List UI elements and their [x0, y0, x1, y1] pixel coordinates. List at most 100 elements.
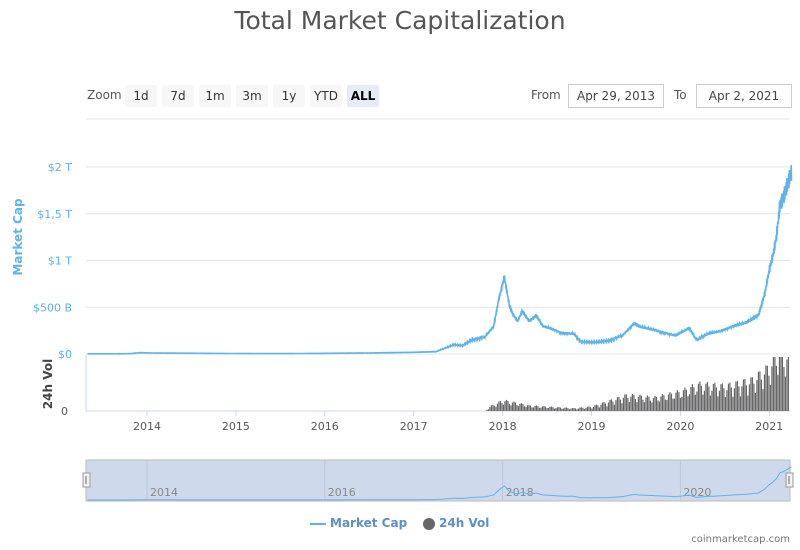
zoom-3m-button[interactable]: 3m [236, 85, 268, 107]
volume-bar [703, 390, 706, 411]
volume-bar [726, 390, 728, 411]
volume-bar [561, 408, 563, 411]
volume-bar [705, 383, 707, 411]
volume-bar [672, 398, 674, 411]
y-tick-label: $2 T [48, 161, 72, 174]
volume-axis-title: 24h Vol [41, 359, 55, 409]
zoom-7d-button[interactable]: 7d [162, 85, 194, 107]
volume-bar [739, 396, 742, 411]
volume-bar [550, 406, 553, 411]
x-tick-label: 2020 [666, 420, 694, 433]
volume-bar [631, 393, 634, 411]
volume-bar [556, 407, 559, 411]
volume-bar [708, 386, 710, 411]
navigator-series [87, 466, 792, 501]
volume-bar [607, 402, 610, 411]
volume-bar [754, 392, 757, 411]
volume-bar [585, 407, 587, 411]
volume-bar [780, 357, 782, 411]
volume-bar [534, 406, 536, 411]
zoom-1d-button[interactable]: 1d [125, 85, 157, 107]
volume-bar [685, 389, 688, 411]
volume-bar [565, 407, 568, 411]
volume-bar [772, 357, 775, 411]
volume-bar [690, 386, 692, 411]
volume-bar [504, 401, 506, 411]
volume-bar [583, 408, 586, 411]
volume-bar [657, 400, 659, 411]
volume-bar [592, 406, 595, 411]
x-tick-label: 2021 [755, 420, 783, 433]
volume-bar [603, 402, 605, 411]
volume-bar [730, 387, 733, 411]
volume-bar [787, 357, 790, 411]
volume-bar [676, 390, 679, 411]
volume-bar [523, 406, 526, 411]
volume-bar [586, 406, 589, 411]
volume-bar [495, 406, 497, 411]
volume-bar [699, 381, 701, 411]
volume-bar [555, 408, 557, 411]
volume-bar [691, 384, 694, 411]
zoom-1y-button[interactable]: 1y [273, 85, 305, 107]
volume-bar [759, 371, 761, 411]
volume-bar [718, 390, 721, 411]
volume-bar [723, 388, 725, 411]
volume-bar [652, 398, 655, 411]
volume-bar [630, 396, 632, 411]
volume-bar [505, 399, 508, 411]
volume-bar [589, 407, 592, 411]
volume-bar [774, 357, 776, 411]
zoom-1m-button[interactable]: 1m [199, 85, 231, 107]
volume-bar [612, 401, 614, 411]
volume-bar [634, 398, 637, 411]
y-tick-label: $500 B [33, 301, 72, 314]
volume-bar [777, 374, 779, 411]
volume-bar [516, 405, 518, 411]
volume-bar [546, 408, 548, 411]
volume-bar [570, 408, 572, 411]
volume-bar [547, 407, 550, 411]
volume-bar [553, 408, 556, 411]
legend-24h-vol[interactable]: 24h Vol [423, 516, 489, 530]
volume-bar [618, 396, 620, 411]
volume-bar [597, 405, 599, 411]
volume-bar [636, 402, 638, 411]
to-date-input[interactable]: Apr 2, 2021 [696, 84, 792, 108]
volume-bar [729, 382, 731, 411]
volume-bar [511, 402, 514, 411]
volume-bar [487, 409, 490, 411]
navigator-tick-label: 2018 [506, 486, 534, 499]
volume-bar [666, 400, 668, 411]
volume-bar [535, 405, 538, 411]
volume-bar [531, 407, 533, 411]
volume-bar [688, 394, 691, 411]
volume-bar [660, 396, 662, 411]
volume-bar [562, 408, 565, 411]
volume-bar [648, 396, 650, 411]
volume-bar [763, 374, 766, 411]
volume-bar [528, 404, 530, 411]
volume-bar [727, 383, 730, 411]
volume-bar [747, 395, 749, 411]
volume-bar [621, 403, 623, 411]
volume-bar [628, 401, 631, 411]
market-cap-line [87, 165, 793, 355]
zoom-label: Zoom [87, 88, 122, 102]
volume-bar [552, 407, 554, 411]
credit-link[interactable]: coinmarketcap.com [691, 534, 790, 545]
volume-bar [696, 391, 698, 411]
volume-bar [517, 406, 520, 411]
to-label: To [674, 88, 687, 102]
from-date-input[interactable]: Apr 29, 2013 [568, 84, 664, 108]
volume-bar [771, 366, 773, 411]
zoom-ytd-button[interactable]: YTD [310, 85, 342, 107]
volume-bar [664, 399, 667, 411]
volume-bar [519, 403, 521, 411]
volume-bar [756, 380, 758, 411]
legend-market-cap[interactable]: Market Cap [310, 516, 407, 530]
volume-bar [576, 409, 578, 411]
zoom-all-button[interactable]: ALL [347, 85, 379, 107]
volume-bar [643, 402, 646, 411]
